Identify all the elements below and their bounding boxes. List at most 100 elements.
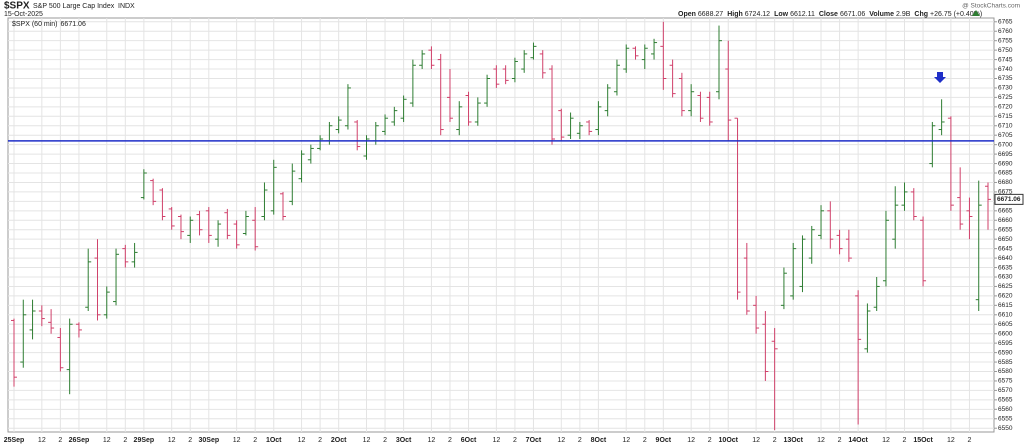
x-tick-label: 2 <box>708 437 712 444</box>
y-tick-label: 6765 <box>998 18 1013 25</box>
grid <box>8 18 997 432</box>
y-tick-label: 6555 <box>998 415 1013 422</box>
y-tick-label: 6725 <box>998 94 1013 101</box>
y-tick-label: 6575 <box>998 378 1013 385</box>
x-tick-label: 2 <box>578 437 582 444</box>
bars <box>11 21 991 431</box>
y-tick-label: 6580 <box>998 368 1013 375</box>
y-tick-label: 6550 <box>998 425 1013 432</box>
x-tick-label: 2 <box>643 437 647 444</box>
y-tick-label: 6595 <box>998 340 1013 347</box>
x-tick-label: 12 <box>298 437 306 444</box>
y-tick-label: 6705 <box>998 132 1013 139</box>
y-tick-label: 6640 <box>998 255 1013 262</box>
x-tick-label: 3Oct <box>396 437 412 444</box>
y-tick-label: 6760 <box>998 28 1013 35</box>
y-tick-label: 6585 <box>998 359 1013 366</box>
y-tick-label: 6645 <box>998 245 1013 252</box>
x-tick-label: 2 <box>188 437 192 444</box>
chart-title: S&P 500 Large Cap Index <box>33 3 115 10</box>
quote-value: +26.75 (+0.40%) <box>930 11 982 18</box>
y-tick-label: 6655 <box>998 226 1013 233</box>
y-tick-label: 6625 <box>998 283 1013 290</box>
plot-frame <box>7 17 995 433</box>
x-tick-label: 2 <box>123 437 127 444</box>
x-tick-label: 13Oct <box>783 437 803 444</box>
x-tick-label: 2 <box>383 437 387 444</box>
x-tick-label: 26Sep <box>69 437 90 444</box>
x-tick-label: 1Oct <box>266 437 282 444</box>
x-tick-label: 2 <box>58 437 62 444</box>
y-tick-label: 6755 <box>998 37 1013 44</box>
y-tick-label: 6700 <box>998 141 1013 148</box>
y-tick-label: 6665 <box>998 208 1013 215</box>
x-tick-label: 12 <box>363 437 371 444</box>
x-tick-label: 12 <box>687 437 695 444</box>
y-tick-label: 6690 <box>998 160 1013 167</box>
x-tick-label: 2 <box>253 437 257 444</box>
y-tick-label: 6605 <box>998 321 1013 328</box>
x-tick-label: 12 <box>752 437 760 444</box>
y-tick-label: 6630 <box>998 274 1013 281</box>
y-tick-label: 6610 <box>998 312 1013 319</box>
quote: Open 6688.27 High 6724.12 Low 6612.11 Close 667… <box>678 11 982 18</box>
y-tick-label: 6715 <box>998 113 1013 120</box>
y-tick-label: 6740 <box>998 66 1013 73</box>
quote-value: 6688.27 <box>698 11 723 18</box>
quote-value: 2.9B <box>896 11 911 18</box>
x-tick-label: 2 <box>513 437 517 444</box>
date: 15-Oct-2025 <box>4 11 43 18</box>
quote-value: 6724.12 <box>745 11 770 18</box>
x-tick-label: 2Oct <box>331 437 347 444</box>
y-tick-label: 6600 <box>998 330 1013 337</box>
x-tick-label: 6Oct <box>461 437 477 444</box>
y-tick-label: 6720 <box>998 104 1013 111</box>
last-price: 6671.06 <box>997 196 1021 203</box>
quote-label: Chg <box>914 11 928 18</box>
quote-label: Low <box>774 11 789 18</box>
quote-label: Close <box>819 11 838 18</box>
annotation-arrow <box>934 72 946 83</box>
x-tick-label: 12 <box>168 437 176 444</box>
y-tick-label: 6560 <box>998 406 1013 413</box>
exchange: INDX <box>118 3 135 10</box>
x-tick-label: 12 <box>557 437 565 444</box>
x-tick-label: 30Sep <box>198 437 219 444</box>
x-tick-label: 2 <box>773 437 777 444</box>
y-tick-label: 6615 <box>998 302 1013 309</box>
y-tick-label: 6635 <box>998 264 1013 271</box>
y-tick-label: 6695 <box>998 151 1013 158</box>
x-tick-label: 10Oct <box>719 437 739 444</box>
legend: $SPX (60 min) <box>12 21 58 28</box>
x-tick-label: 9Oct <box>656 437 672 444</box>
up-arrow <box>972 10 980 16</box>
x-tick-label: 7Oct <box>526 437 542 444</box>
quote-value: 6612.11 <box>790 11 815 18</box>
quote-value: 6671.06 <box>840 11 865 18</box>
x-tick-label: 2 <box>967 437 971 444</box>
x-tick-label: 25Sep <box>4 437 25 444</box>
x-tick-label: 15Oct <box>913 437 933 444</box>
x-tick-label: 12 <box>38 437 46 444</box>
y-tick-label: 6730 <box>998 85 1013 92</box>
x-tick-label: 12 <box>103 437 111 444</box>
y-tick-label: 6565 <box>998 397 1013 404</box>
x-tick-label: 8Oct <box>591 437 607 444</box>
x-tick-label: 12 <box>428 437 436 444</box>
y-tick-label: 6570 <box>998 387 1013 394</box>
y-tick-label: 6735 <box>998 75 1013 82</box>
x-tick-label: 12 <box>947 437 955 444</box>
y-tick-label: 6750 <box>998 47 1013 54</box>
x-tick-label: 14Oct <box>848 437 868 444</box>
y-tick-label: 6590 <box>998 349 1013 356</box>
last-price-box <box>994 193 1024 205</box>
x-tick-label: 2 <box>838 437 842 444</box>
x-tick-label: 2 <box>448 437 452 444</box>
x-tick-label: 12 <box>492 437 500 444</box>
y-tick-label: 6675 <box>998 189 1013 196</box>
y-tick-label: 6685 <box>998 170 1013 177</box>
y-tick-label: 6620 <box>998 293 1013 300</box>
quote-label: High <box>727 11 743 18</box>
source: @ StockCharts.com <box>962 3 1020 10</box>
